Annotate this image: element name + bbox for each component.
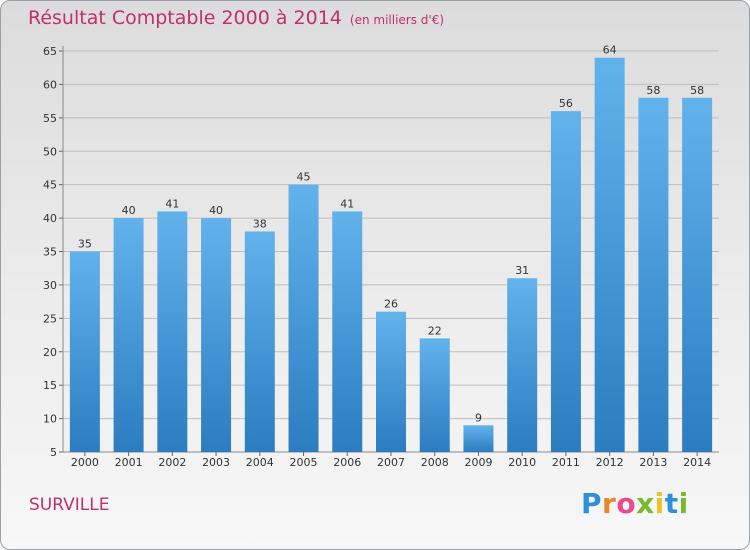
- chart-title-text: Résultat Comptable 2000 à 2014: [28, 7, 342, 29]
- bar-2009: [463, 425, 494, 452]
- logo-letter: r: [602, 487, 617, 520]
- bar-2008: [419, 338, 450, 452]
- y-tick-label: 55: [43, 112, 57, 125]
- chart-title: Résultat Comptable 2000 à 2014 (en millie…: [28, 7, 444, 29]
- x-tick-label: 2005: [290, 456, 318, 469]
- bar-2001: [113, 218, 144, 452]
- y-tick-label: 35: [43, 246, 57, 259]
- x-tick-label: 2007: [377, 456, 405, 469]
- y-tick-label: 40: [43, 212, 57, 225]
- bars: 35 40 41 40 38 45 41 26 22 9 31 56 64 58 58: [69, 44, 713, 453]
- x-tick-label: 2014: [683, 456, 711, 469]
- y-tick-label: 45: [43, 179, 57, 192]
- bar-2006: [332, 211, 363, 452]
- x-tick-label: 2011: [552, 456, 580, 469]
- y-tick-label: 25: [43, 312, 57, 325]
- bar-2003: [201, 218, 232, 452]
- logo-letter: x: [636, 487, 655, 520]
- x-tick-label: 2010: [508, 456, 536, 469]
- bar-2011: [550, 111, 581, 453]
- bar-2007: [376, 311, 406, 452]
- bar-2000: [69, 251, 100, 452]
- x-tick-label: 2012: [596, 456, 624, 469]
- y-tick-label: 15: [43, 379, 57, 392]
- bar-value-label: 64: [603, 44, 617, 57]
- x-tick-label: 2008: [421, 456, 449, 469]
- bar-2012: [594, 57, 625, 452]
- proxiti-logo[interactable]: Proxiti: [581, 487, 689, 520]
- logo-letter: t: [664, 487, 679, 520]
- x-tick-label: 2003: [202, 456, 230, 469]
- bar-value-label: 41: [340, 197, 354, 210]
- bar-value-label: 31: [515, 264, 529, 277]
- bar-2013: [638, 97, 669, 453]
- y-tick-label: 5: [50, 446, 57, 459]
- bar-value-label: 38: [253, 217, 267, 230]
- x-tick-label: 2004: [246, 456, 274, 469]
- logo-letter: P: [581, 487, 603, 520]
- x-tick-label: 2000: [71, 456, 99, 469]
- bar-value-label: 58: [646, 84, 660, 97]
- y-axis: 5 10 15 20 25 30 35 40 45 50 55 60 65: [43, 45, 719, 459]
- y-tick-label: 65: [43, 45, 57, 58]
- bar-value-label: 40: [209, 204, 223, 217]
- logo-letter: i: [678, 487, 689, 520]
- bar-value-label: 58: [690, 84, 704, 97]
- bar-2004: [244, 231, 275, 452]
- chart-subtitle: (en milliers d'€): [349, 13, 445, 27]
- bar-value-label: 9: [475, 411, 482, 424]
- y-tick-label: 10: [43, 413, 57, 426]
- x-tick-label: 2013: [639, 456, 667, 469]
- bar-value-label: 45: [297, 171, 311, 184]
- bar-value-label: 26: [384, 298, 398, 311]
- y-tick-label: 20: [43, 346, 57, 359]
- bar-value-label: 35: [78, 238, 92, 251]
- y-tick-label: 30: [43, 279, 57, 292]
- x-tick-label: 2006: [333, 456, 361, 469]
- bar-value-label: 40: [122, 204, 136, 217]
- bar-value-label: 22: [428, 324, 442, 337]
- bar-2014: [682, 97, 713, 453]
- bar-2005: [288, 184, 319, 452]
- bar-2002: [157, 211, 188, 452]
- x-tick-label: 2009: [464, 456, 492, 469]
- bar-2010: [507, 278, 538, 452]
- y-tick-label: 50: [43, 145, 57, 158]
- bar-value-label: 41: [165, 197, 179, 210]
- city-name: SURVILLE: [29, 495, 110, 515]
- y-tick-label: 60: [43, 78, 57, 91]
- logo-letter: o: [616, 487, 637, 520]
- x-axis: 2000 2001 2002 2003 2004 2005 2006 2007 2008 2009…: [71, 452, 711, 469]
- x-tick-label: 2001: [115, 456, 143, 469]
- logo-letter: i: [654, 487, 665, 520]
- bar-value-label: 56: [559, 97, 573, 110]
- x-tick-label: 2002: [158, 456, 186, 469]
